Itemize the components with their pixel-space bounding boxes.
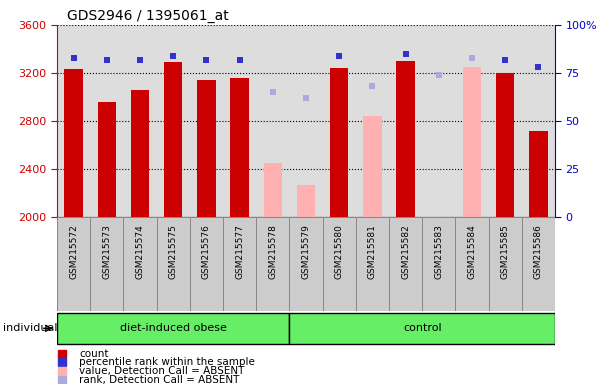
Text: GSM215573: GSM215573 [102, 225, 112, 280]
Bar [57, 217, 90, 311]
Text: value, Detection Call = ABSENT: value, Detection Call = ABSENT [79, 366, 245, 376]
Bar [323, 217, 356, 311]
Bar [297, 185, 315, 217]
Text: GSM215572: GSM215572 [69, 225, 78, 279]
Text: GSM215578: GSM215578 [268, 225, 277, 280]
Text: rank, Detection Call = ABSENT: rank, Detection Call = ABSENT [79, 375, 240, 384]
Bar [330, 68, 349, 217]
FancyBboxPatch shape [289, 313, 555, 344]
Bar [131, 90, 149, 217]
Bar [98, 102, 116, 217]
Text: GSM215581: GSM215581 [368, 225, 377, 280]
Bar [256, 217, 289, 311]
Bar [488, 217, 522, 311]
Bar [124, 217, 157, 311]
Bar [230, 78, 249, 217]
Text: percentile rank within the sample: percentile rank within the sample [79, 358, 255, 367]
Text: GSM215580: GSM215580 [335, 225, 344, 280]
Bar [190, 217, 223, 311]
Bar [263, 163, 282, 217]
Bar [389, 217, 422, 311]
Text: GSM215584: GSM215584 [467, 225, 476, 279]
Text: diet-induced obese: diet-induced obese [120, 323, 227, 333]
Bar [223, 217, 256, 311]
Text: GSM215585: GSM215585 [501, 225, 510, 280]
Text: GSM215583: GSM215583 [434, 225, 443, 280]
Bar [522, 217, 555, 311]
Text: GSM215576: GSM215576 [202, 225, 211, 280]
Bar [529, 131, 548, 217]
Text: count: count [79, 349, 109, 359]
Text: GSM215586: GSM215586 [534, 225, 543, 280]
Bar [455, 217, 488, 311]
Bar [157, 217, 190, 311]
Text: individual: individual [3, 323, 58, 333]
Text: GSM215582: GSM215582 [401, 225, 410, 279]
Text: GSM215574: GSM215574 [136, 225, 145, 279]
Text: GDS2946 / 1395061_at: GDS2946 / 1395061_at [67, 8, 229, 23]
Bar [363, 116, 382, 217]
FancyBboxPatch shape [57, 313, 289, 344]
Bar [64, 70, 83, 217]
Text: control: control [403, 323, 442, 333]
Text: GSM215579: GSM215579 [302, 225, 311, 280]
Bar [90, 217, 124, 311]
Text: GSM215577: GSM215577 [235, 225, 244, 280]
Bar [197, 80, 215, 217]
Bar [422, 217, 455, 311]
Bar [463, 67, 481, 217]
Bar [397, 61, 415, 217]
Bar [496, 73, 514, 217]
Text: GSM215575: GSM215575 [169, 225, 178, 280]
Bar [164, 62, 182, 217]
Bar [356, 217, 389, 311]
Bar [289, 217, 323, 311]
